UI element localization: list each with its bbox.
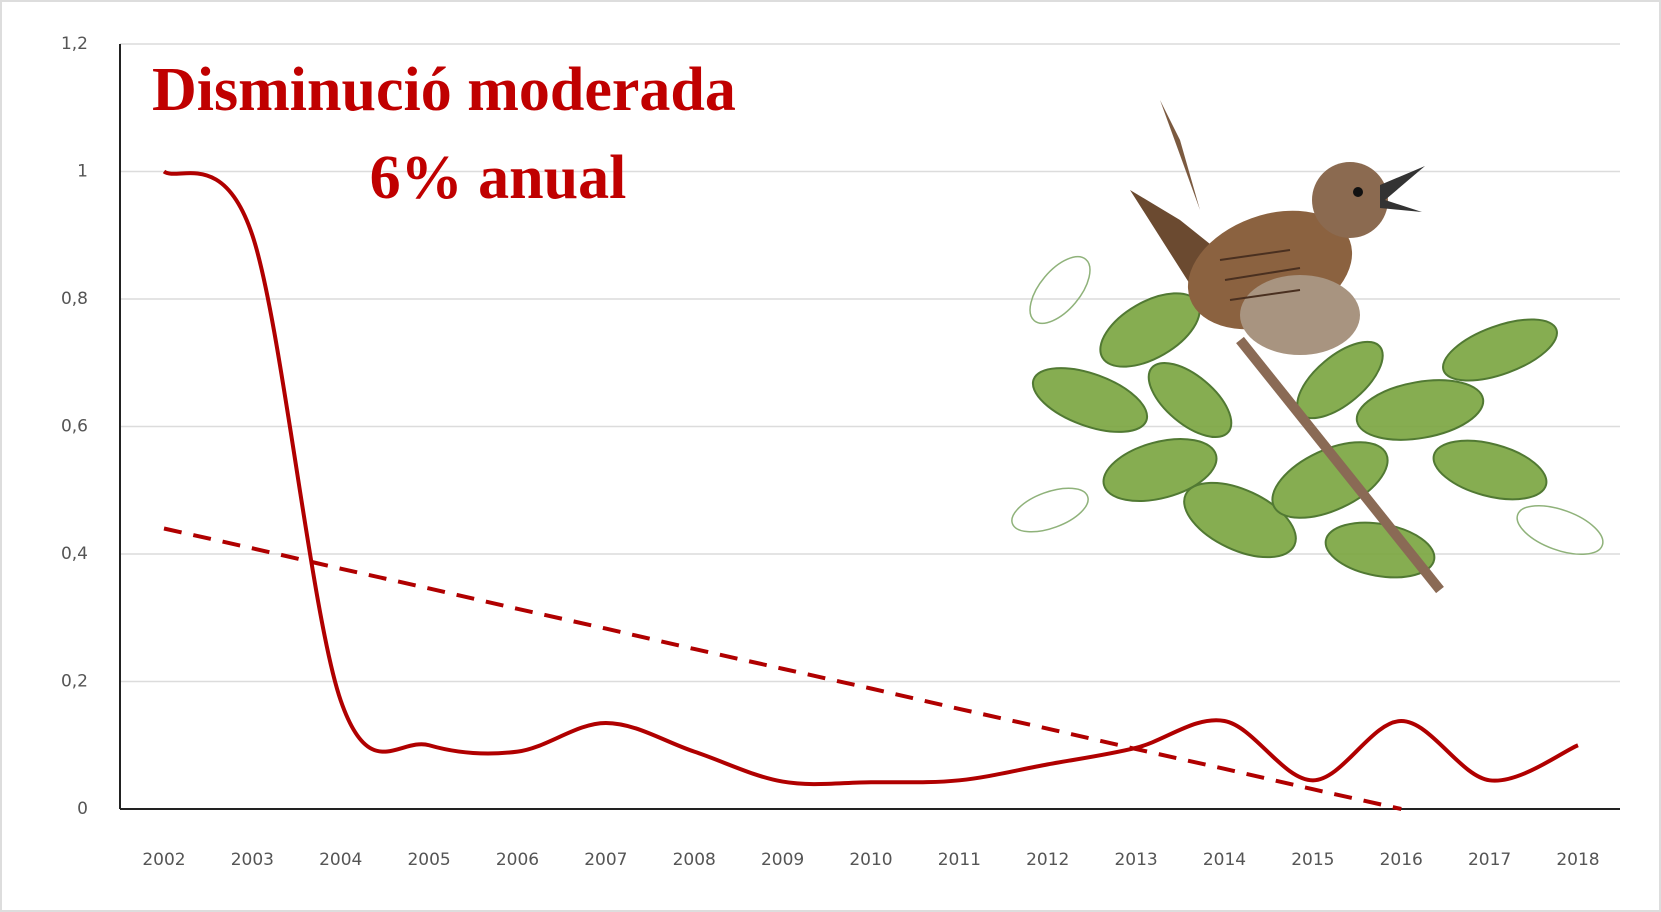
y-tick-label: 0,8 <box>61 289 88 309</box>
bird-illustration <box>1011 100 1604 594</box>
x-tick-label: 2017 <box>1468 850 1511 870</box>
x-tick-label: 2018 <box>1556 850 1599 870</box>
x-tick-label: 2011 <box>938 850 981 870</box>
x-tick-label: 2015 <box>1291 850 1334 870</box>
x-tick-label: 2005 <box>407 850 450 870</box>
x-tick-label: 2014 <box>1203 850 1246 870</box>
y-tick-label: 0,6 <box>61 417 88 437</box>
x-tick-label: 2013 <box>1114 850 1157 870</box>
y-tick-label: 0 <box>77 799 88 819</box>
data-line <box>163 526 1402 811</box>
x-tick-label: 2009 <box>761 850 804 870</box>
data-line <box>162 169 1579 787</box>
x-tick-label: 2004 <box>319 850 362 870</box>
x-tick-label: 2007 <box>584 850 627 870</box>
y-tick-label: 0,2 <box>61 672 88 692</box>
x-tick-label: 2008 <box>673 850 716 870</box>
x-tick-label: 2002 <box>142 850 185 870</box>
annotation: 6% anual <box>370 144 627 212</box>
y-tick-label: 0,4 <box>61 544 88 564</box>
x-tick-label: 2006 <box>496 850 539 870</box>
y-tick-label: 1,2 <box>61 34 88 54</box>
x-tick-label: 2012 <box>1026 850 1069 870</box>
x-tick-label: 2003 <box>231 850 274 870</box>
grid <box>120 43 1620 683</box>
annotation: Disminució moderada <box>152 56 736 124</box>
x-tick-label: 2010 <box>849 850 892 870</box>
x-tick-label: 2016 <box>1380 850 1423 870</box>
y-tick-label: 1 <box>77 162 88 182</box>
